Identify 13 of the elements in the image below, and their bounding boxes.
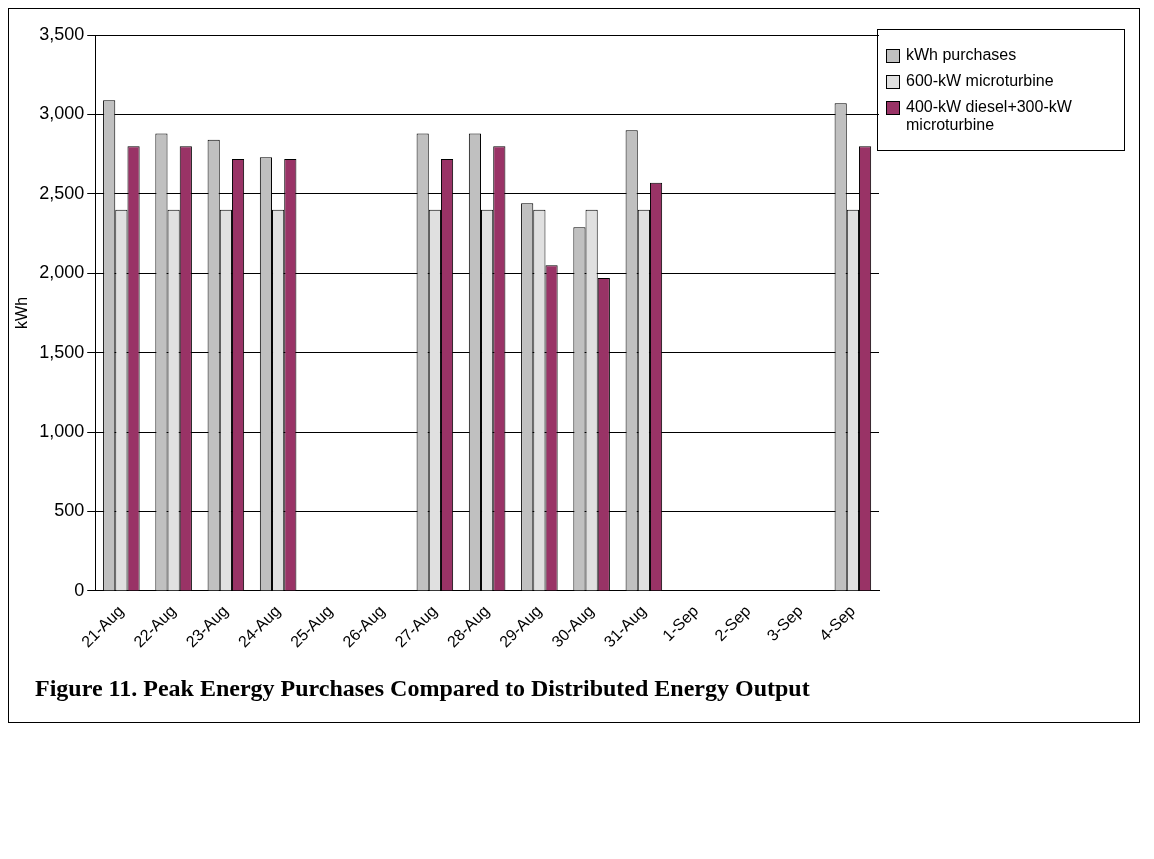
legend-label: kWh purchases xyxy=(906,46,1017,64)
y-tick-label: 0 xyxy=(74,579,85,600)
y-tick-label: 1,000 xyxy=(39,421,85,442)
y-tick-label: 1,500 xyxy=(39,341,85,362)
legend-label: 400-kW diesel+300-kW microturbine xyxy=(906,98,1073,134)
text: Figure 11. Peak Energy Purchases Compared to Distributed Energy Output xyxy=(35,675,811,702)
y-tick-label: 3,000 xyxy=(39,103,85,124)
y-axis-title: kWh xyxy=(13,296,31,329)
y-tick-label: 500 xyxy=(54,500,85,521)
legend-label: 600-kW microturbine xyxy=(906,72,1054,90)
y-tick-label: 2,500 xyxy=(39,182,85,203)
y-tick-label: 3,500 xyxy=(39,23,85,44)
y-tick-label: 2,000 xyxy=(39,262,85,283)
